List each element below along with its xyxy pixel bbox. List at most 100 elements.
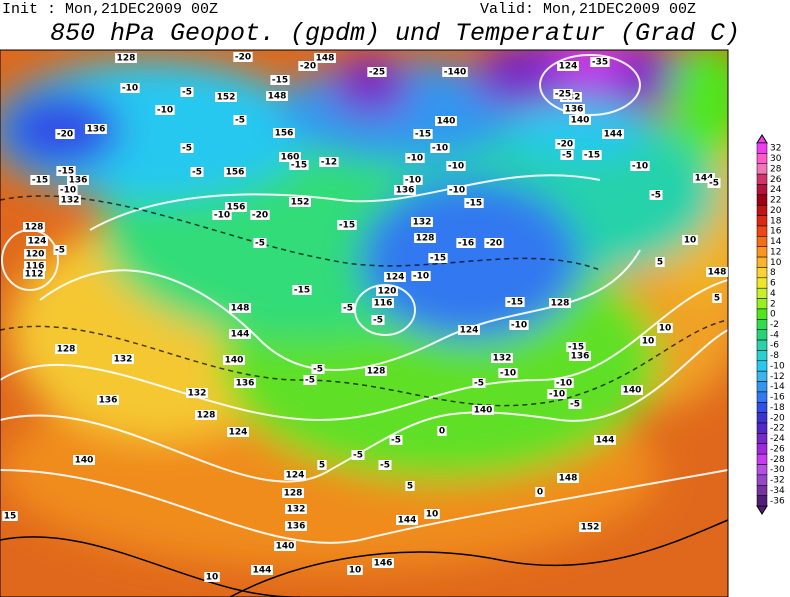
colorbar-swatch: [756, 350, 768, 362]
contour-label: 140: [276, 542, 295, 552]
contour-label: 124: [386, 273, 405, 283]
contour-label: -5: [570, 400, 580, 410]
contour-label-box: [279, 152, 301, 162]
contour-label: 124: [28, 237, 47, 247]
contour-label: 124: [460, 326, 479, 336]
contour-label: -10: [448, 162, 464, 172]
contour-label: -10: [449, 186, 465, 196]
map-field: [0, 50, 728, 597]
contour-label: 128: [117, 54, 136, 64]
contour-label-box: [341, 303, 355, 313]
contour-label: 0: [439, 427, 445, 437]
contour-label-box: [389, 435, 403, 445]
contour-label-box: [112, 354, 134, 364]
contour-label: -10: [511, 321, 527, 331]
colorbar-label: 4: [770, 289, 776, 299]
contour-label: 120: [26, 250, 45, 260]
contour-label-box: [115, 53, 137, 63]
contour-label-box: [657, 323, 673, 333]
contour-label-box: [212, 210, 232, 220]
contour-label: 144: [596, 436, 615, 446]
contour-label: -5: [651, 191, 661, 201]
contour-label: -10: [632, 162, 648, 172]
contour-label: -16: [458, 239, 474, 249]
contour-label-box: [97, 395, 119, 405]
contour-label-box: [547, 389, 567, 399]
contour-label-box: [405, 481, 415, 491]
contour-label: -5: [380, 461, 390, 471]
contour-label-box: [285, 521, 307, 531]
contour-label: 148: [231, 304, 250, 314]
contour-label: -15: [58, 167, 74, 177]
contour-label-box: [266, 91, 288, 101]
colorbar-label: -30: [770, 465, 785, 475]
contour-label-box: [569, 351, 591, 361]
contour-label-box: [303, 375, 317, 385]
contour-label: -5: [192, 168, 202, 178]
contour-label: -12: [321, 158, 337, 168]
colorbar-label: 28: [770, 164, 782, 174]
contour-label: 140: [474, 406, 493, 416]
contour-label-box: [229, 303, 251, 313]
contour-label-box: [298, 61, 318, 71]
contour-label-box: [594, 435, 616, 445]
contour-label-box: [557, 473, 579, 483]
contour-label-box: [67, 175, 89, 185]
contour-label-box: [376, 286, 398, 296]
contour-label: -15: [584, 151, 600, 161]
contour-label-box: [285, 504, 307, 514]
contour-label-box: [120, 83, 140, 93]
contour-label-box: [442, 67, 468, 77]
contour-label-box: [30, 175, 50, 185]
contour-label-box: [284, 470, 306, 480]
contour-label-box: [464, 198, 484, 208]
contour-label-box: [55, 129, 75, 139]
contour-label-box: [430, 143, 450, 153]
contour-label-box: [505, 297, 525, 307]
colorbar-swatch: [756, 443, 768, 455]
contour-label-box: [58, 185, 78, 195]
contour-label-box: [557, 61, 579, 71]
colorbar-label: -14: [770, 382, 785, 392]
contour-label-box: [347, 565, 363, 575]
contour-label: -5: [709, 179, 719, 189]
contour-label-box: [372, 298, 394, 308]
contour-label: 132: [114, 355, 133, 365]
colorbar-label: 20: [770, 206, 782, 216]
colorbar-swatch: [756, 402, 768, 413]
colorbar-swatch: [756, 194, 768, 206]
contour-label: -15: [568, 343, 584, 353]
colorbar-swatch: [756, 184, 768, 196]
colorbar-swatch: [756, 433, 768, 445]
contour-label-box: [229, 329, 251, 339]
contour-label: 124: [229, 428, 248, 438]
contour-label-box: [568, 399, 582, 409]
contour-label-box: [378, 460, 392, 470]
contour-label: 116: [374, 299, 393, 309]
colorbar-top-arrow: [756, 134, 768, 144]
colorbar-swatch: [756, 412, 768, 424]
contour-label: 140: [437, 117, 456, 127]
contour-label-box: [446, 161, 466, 171]
colorbar-swatch: [756, 381, 768, 393]
colorbar-swatch: [756, 215, 768, 227]
contour-label-box: [234, 378, 256, 388]
contour-label: 10: [684, 236, 697, 246]
contour-label: -5: [373, 316, 383, 326]
colorbar-swatch: [756, 370, 768, 382]
contour-label: -20: [57, 130, 73, 140]
contour-label: 10: [349, 566, 362, 576]
contour-label: -5: [55, 246, 65, 256]
contour-label: 156: [226, 168, 245, 178]
contour-label: -15: [294, 286, 310, 296]
contour-label-box: [621, 385, 643, 395]
colorbar-swatch: [756, 153, 768, 164]
contour-label: 160: [281, 153, 300, 163]
contour-label-box: [649, 190, 663, 200]
contour-label: 146: [374, 559, 393, 569]
contour-label: 140: [225, 356, 244, 366]
colorbar-swatch: [756, 360, 768, 372]
contour-label: -15: [415, 130, 431, 140]
contour-label-box: [707, 178, 721, 188]
contour-label-box: [270, 75, 290, 85]
